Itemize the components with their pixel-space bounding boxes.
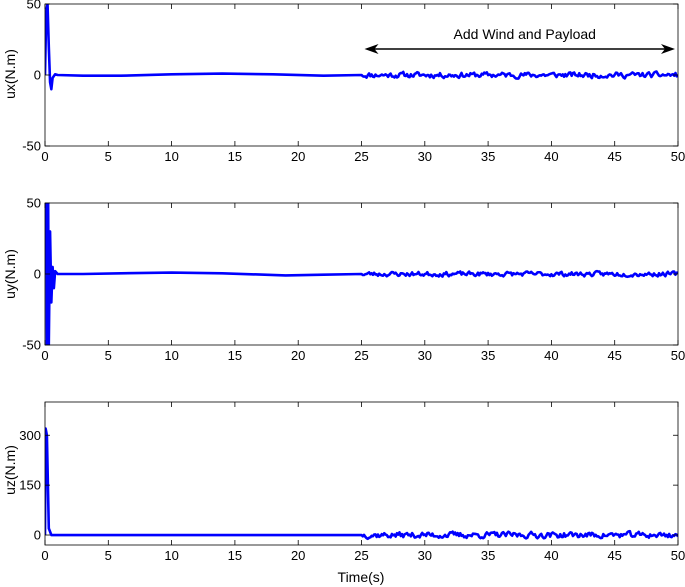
x-tick-label: 15 [228, 548, 242, 563]
x-tick-label: 45 [607, 149, 621, 164]
x-tick-label: 5 [105, 149, 112, 164]
y-tick-label: 0 [34, 68, 41, 83]
x-tick-label: 15 [228, 348, 242, 363]
x-tick-label: 40 [544, 149, 558, 164]
y-tick-label: -50 [22, 338, 41, 353]
annotation-arrowhead-left [364, 44, 379, 54]
x-tick-label: 20 [291, 548, 305, 563]
x-tick-label: 50 [671, 149, 685, 164]
annotation-text: Add Wind and Payload [454, 26, 596, 42]
ylabel-uz: uz(N.m) [2, 445, 18, 495]
x-tick-label: 15 [228, 149, 242, 164]
x-tick-label: 50 [671, 548, 685, 563]
x-tick-label: 30 [418, 149, 432, 164]
y-tick-label: 150 [19, 478, 41, 493]
x-tick-label: 5 [105, 548, 112, 563]
x-tick-label: 10 [164, 149, 178, 164]
x-tick-label: 45 [607, 348, 621, 363]
x-tick-label: 45 [607, 548, 621, 563]
x-tick-label: 20 [291, 149, 305, 164]
series-line-1 [45, 203, 678, 345]
y-tick-label: 0 [34, 267, 41, 282]
x-tick-label: 40 [544, 548, 558, 563]
x-tick-label: 25 [354, 348, 368, 363]
y-tick-label: 50 [27, 196, 41, 211]
series-line-1 [45, 427, 678, 541]
x-tick-label: 25 [354, 149, 368, 164]
x-tick-label: 10 [164, 548, 178, 563]
xlabel: Time(s) [338, 569, 385, 585]
x-tick-label: 0 [41, 149, 48, 164]
ylabel-uy: uy(N.m) [2, 249, 18, 299]
x-tick-label: 0 [41, 348, 48, 363]
series-line-1 [45, 4, 678, 91]
x-tick-label: 5 [105, 348, 112, 363]
x-tick-label: 0 [41, 548, 48, 563]
x-tick-label: 35 [481, 149, 495, 164]
y-tick-label: 300 [19, 428, 41, 443]
annotation-arrowhead-right [661, 44, 675, 54]
x-tick-label: 30 [418, 548, 432, 563]
x-tick-label: 10 [164, 348, 178, 363]
x-tick-label: 35 [481, 348, 495, 363]
x-tick-label: 20 [291, 348, 305, 363]
y-tick-label: 0 [34, 528, 41, 543]
x-tick-label: 30 [418, 348, 432, 363]
y-tick-label: -50 [22, 139, 41, 154]
ylabel-ux: ux(N.m) [2, 49, 18, 99]
x-tick-label: 40 [544, 348, 558, 363]
subplot-uz: uz(N.m) 0 5 10 15 20 25 30 35 40 45 50 0 150 300 [2, 401, 685, 563]
x-tick-label: 25 [354, 548, 368, 563]
plot-frame [44, 401, 679, 546]
y-tick-label: 50 [27, 0, 41, 12]
x-tick-label: 35 [481, 548, 495, 563]
x-tick-label: 50 [671, 348, 685, 363]
